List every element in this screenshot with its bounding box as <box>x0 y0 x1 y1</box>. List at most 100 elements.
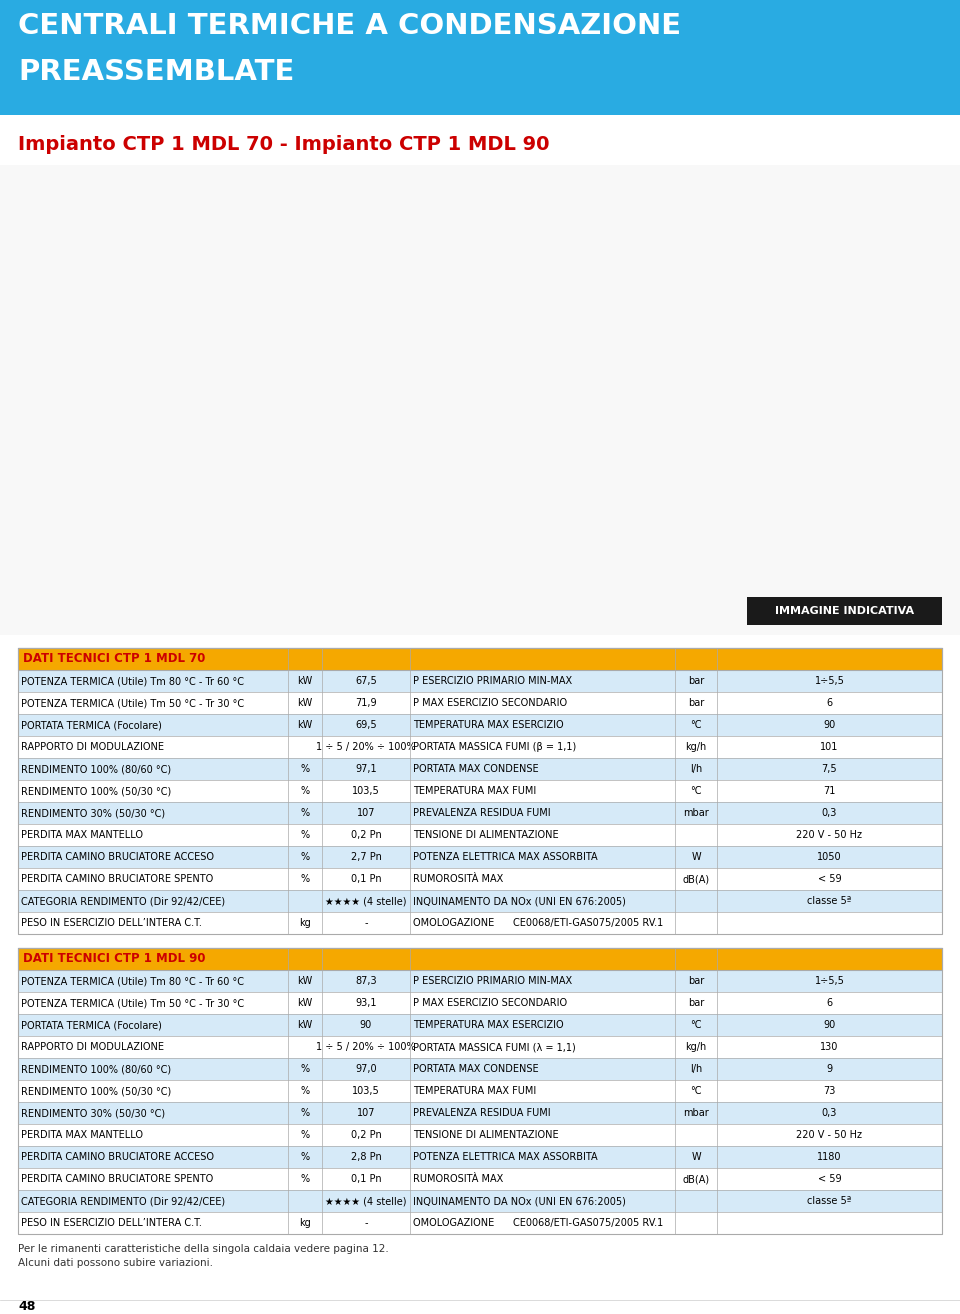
Text: kW: kW <box>298 976 313 986</box>
Text: 48: 48 <box>18 1300 36 1313</box>
Text: PERDITA CAMINO BRUCIATORE SPENTO: PERDITA CAMINO BRUCIATORE SPENTO <box>21 874 213 884</box>
Text: IMMAGINE INDICATIVA: IMMAGINE INDICATIVA <box>775 606 914 616</box>
Text: 9: 9 <box>827 1064 832 1074</box>
Text: Impianto CTP 1 MDL 70 - Impianto CTP 1 MDL 90: Impianto CTP 1 MDL 70 - Impianto CTP 1 M… <box>18 135 549 154</box>
Bar <box>18 912 942 934</box>
Text: %: % <box>300 1130 309 1141</box>
Bar <box>18 1014 942 1035</box>
Text: 1÷5,5: 1÷5,5 <box>815 976 845 986</box>
Text: bar: bar <box>688 976 704 986</box>
Text: 6: 6 <box>827 999 832 1008</box>
Text: kW: kW <box>298 720 313 731</box>
Bar <box>18 869 942 890</box>
Bar <box>18 781 942 802</box>
Text: PERDITA MAX MANTELLO: PERDITA MAX MANTELLO <box>21 830 143 840</box>
Text: 97,1: 97,1 <box>355 763 377 774</box>
Text: 103,5: 103,5 <box>352 1085 380 1096</box>
Text: ★★★★ (4 stelle): ★★★★ (4 stelle) <box>325 896 407 905</box>
Text: bar: bar <box>688 999 704 1008</box>
Text: PERDITA CAMINO BRUCIATORE ACCESO: PERDITA CAMINO BRUCIATORE ACCESO <box>21 851 214 862</box>
Text: 73: 73 <box>824 1085 836 1096</box>
Text: 0,3: 0,3 <box>822 1108 837 1118</box>
Text: < 59: < 59 <box>818 874 841 884</box>
Text: INQUINAMENTO DA NOx (UNI EN 676:2005): INQUINAMENTO DA NOx (UNI EN 676:2005) <box>413 896 626 905</box>
Text: TEMPERATURA MAX FUMI: TEMPERATURA MAX FUMI <box>413 1085 537 1096</box>
Text: TEMPERATURA MAX ESERCIZIO: TEMPERATURA MAX ESERCIZIO <box>413 1020 564 1030</box>
Text: 101: 101 <box>820 742 839 752</box>
Bar <box>18 1190 942 1212</box>
Text: INQUINAMENTO DA NOx (UNI EN 676:2005): INQUINAMENTO DA NOx (UNI EN 676:2005) <box>413 1196 626 1206</box>
Text: < 59: < 59 <box>818 1173 841 1184</box>
Text: 1050: 1050 <box>817 851 842 862</box>
Text: RENDIMENTO 100% (50/30 °C): RENDIMENTO 100% (50/30 °C) <box>21 1085 171 1096</box>
Bar <box>0 0 960 116</box>
Text: PORTATA MAX CONDENSE: PORTATA MAX CONDENSE <box>413 1064 539 1074</box>
Text: TENSIONE DI ALIMENTAZIONE: TENSIONE DI ALIMENTAZIONE <box>413 830 559 840</box>
Text: W: W <box>691 851 701 862</box>
Bar <box>18 648 942 934</box>
Text: kg/h: kg/h <box>685 742 707 752</box>
Bar <box>18 802 942 824</box>
Text: %: % <box>300 830 309 840</box>
Text: PREVALENZA RESIDUA FUMI: PREVALENZA RESIDUA FUMI <box>413 808 551 819</box>
Text: W: W <box>691 1152 701 1162</box>
Text: 90: 90 <box>360 1020 372 1030</box>
Text: %: % <box>300 786 309 796</box>
Text: 1÷5,5: 1÷5,5 <box>815 675 845 686</box>
Text: PERDITA CAMINO BRUCIATORE SPENTO: PERDITA CAMINO BRUCIATORE SPENTO <box>21 1173 213 1184</box>
Text: -: - <box>364 918 368 928</box>
Text: 69,5: 69,5 <box>355 720 377 731</box>
Text: 6: 6 <box>827 698 832 708</box>
Text: %: % <box>300 874 309 884</box>
Bar <box>18 1212 942 1234</box>
Text: kg: kg <box>300 1218 311 1229</box>
Text: °C: °C <box>690 1085 702 1096</box>
Text: 1 ÷ 5 / 20% ÷ 100%: 1 ÷ 5 / 20% ÷ 100% <box>316 742 416 752</box>
Text: PERDITA MAX MANTELLO: PERDITA MAX MANTELLO <box>21 1130 143 1141</box>
Text: RENDIMENTO 100% (80/60 °C): RENDIMENTO 100% (80/60 °C) <box>21 1064 171 1074</box>
Text: kg/h: kg/h <box>685 1042 707 1053</box>
Bar <box>18 1146 942 1168</box>
Text: PREASSEMBLATE: PREASSEMBLATE <box>18 58 295 85</box>
Text: 1180: 1180 <box>817 1152 842 1162</box>
Text: 107: 107 <box>357 1108 375 1118</box>
Text: 71,9: 71,9 <box>355 698 377 708</box>
Bar <box>18 648 942 670</box>
Bar <box>747 597 942 625</box>
Text: PORTATA TERMICA (Focolare): PORTATA TERMICA (Focolare) <box>21 720 162 731</box>
Text: TEMPERATURA MAX ESERCIZIO: TEMPERATURA MAX ESERCIZIO <box>413 720 564 731</box>
Bar <box>18 1080 942 1102</box>
Text: PORTATA MAX CONDENSE: PORTATA MAX CONDENSE <box>413 763 539 774</box>
Text: %: % <box>300 763 309 774</box>
Text: P MAX ESERCIZIO SECONDARIO: P MAX ESERCIZIO SECONDARIO <box>413 698 567 708</box>
Bar <box>18 736 942 758</box>
Text: dB(A): dB(A) <box>683 874 709 884</box>
Text: 0,2 Pn: 0,2 Pn <box>350 830 381 840</box>
Text: ★★★★ (4 stelle): ★★★★ (4 stelle) <box>325 1196 407 1206</box>
Text: RENDIMENTO 30% (50/30 °C): RENDIMENTO 30% (50/30 °C) <box>21 1108 165 1118</box>
Text: 1 ÷ 5 / 20% ÷ 100%: 1 ÷ 5 / 20% ÷ 100% <box>316 1042 416 1053</box>
Text: 67,5: 67,5 <box>355 675 377 686</box>
Text: -: - <box>364 1218 368 1229</box>
Text: RUMOROSITÀ MAX: RUMOROSITÀ MAX <box>413 874 503 884</box>
Text: kg: kg <box>300 918 311 928</box>
Text: 0,3: 0,3 <box>822 808 837 819</box>
Text: P ESERCIZIO PRIMARIO MIN-MAX: P ESERCIZIO PRIMARIO MIN-MAX <box>413 675 572 686</box>
Text: 90: 90 <box>824 720 835 731</box>
Text: PESO IN ESERCIZIO DELL’INTERA C.T.: PESO IN ESERCIZIO DELL’INTERA C.T. <box>21 918 202 928</box>
Text: DATI TECNICI CTP 1 MDL 90: DATI TECNICI CTP 1 MDL 90 <box>23 953 205 966</box>
Text: 71: 71 <box>824 786 836 796</box>
Text: POTENZA TERMICA (Utile) Tm 80 °C - Tr 60 °C: POTENZA TERMICA (Utile) Tm 80 °C - Tr 60… <box>21 675 244 686</box>
Bar <box>18 824 942 846</box>
Text: %: % <box>300 1108 309 1118</box>
Text: °C: °C <box>690 786 702 796</box>
Bar <box>18 970 942 992</box>
Text: %: % <box>300 808 309 819</box>
Text: PORTATA MASSICA FUMI (λ = 1,1): PORTATA MASSICA FUMI (λ = 1,1) <box>413 1042 576 1053</box>
Text: mbar: mbar <box>684 1108 708 1118</box>
Text: 0,1 Pn: 0,1 Pn <box>350 874 381 884</box>
Bar <box>18 1123 942 1146</box>
Bar <box>18 1035 942 1058</box>
Text: %: % <box>300 1173 309 1184</box>
Text: °C: °C <box>690 720 702 731</box>
